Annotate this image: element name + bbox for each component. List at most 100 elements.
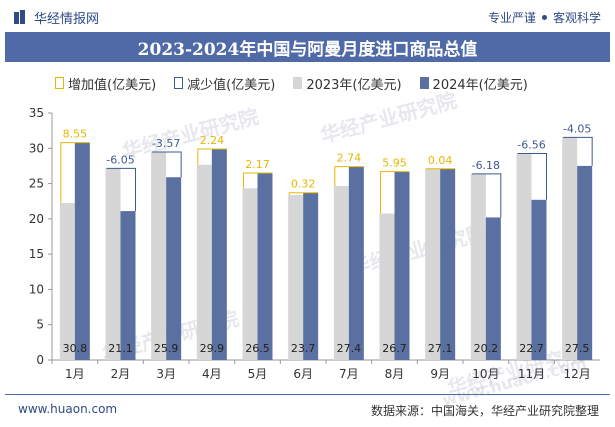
legend-swatch-decrease [174,77,184,89]
x-tick-label: 9月 [430,367,450,381]
x-tick-label: 5月 [248,367,268,381]
value-label-2024: 23.7 [291,342,316,355]
chart-legend: 增加值(亿美元) 减少值(亿美元) 2023年(亿美元) 2024年(亿美元) [55,72,528,94]
bar-2024 [531,199,547,360]
bar-2023 [470,173,486,360]
change-value-label: -6.05 [106,153,134,166]
legend-item-2023: 2023年(亿美元) [293,74,402,93]
change-value-label: -6.56 [517,139,545,152]
increase-bracket [197,148,227,165]
bar-2023 [425,169,441,360]
x-tick-label: 6月 [293,367,313,381]
y-tick-label: 20 [29,212,44,226]
bar-2023 [105,168,121,360]
change-value-label: -6.18 [472,159,500,172]
bar-2024 [257,172,273,360]
footer-divider [5,394,610,395]
bar-2023 [379,213,395,360]
change-value-label: 0.32 [291,178,316,191]
bar-2024 [485,217,501,360]
x-tick-label: 7月 [339,367,359,381]
value-label-2024: 27.4 [337,342,362,355]
change-value-label: 5.95 [382,157,407,170]
bar-2023 [288,195,304,360]
value-label-2024: 27.1 [428,342,453,355]
y-tick-label: 15 [29,247,44,261]
footer-website[interactable]: www.huaon.com [18,402,118,416]
y-tick-label: 30 [29,141,44,155]
legend-swatch-increase [55,77,64,89]
x-tick-label: 12月 [564,367,591,381]
legend-label-2024: 2024年(亿美元) [432,77,528,93]
x-tick-label: 10月 [472,367,499,381]
value-label-2024: 21.1 [108,342,133,355]
legend-swatch-2023 [293,77,303,89]
x-tick-label: 2月 [111,367,131,381]
x-tick-label: 3月 [156,367,176,381]
bar-2024 [394,171,410,360]
x-tick-label: 4月 [202,367,222,381]
bar-2024 [348,166,364,360]
y-tick-label: 25 [29,177,44,191]
legend-label-2023: 2023年(亿美元) [306,77,402,93]
value-label-2024: 29.9 [200,342,225,355]
legend-label-increase: 增加值(亿美元) [68,77,157,93]
decrease-bracket [471,173,502,218]
bar-2024 [120,211,136,360]
change-value-label: -4.05 [563,122,591,135]
change-value-label: 2.17 [245,158,270,171]
footer-source: 数据来源：中国海关，华经产业研究院整理 [370,404,599,418]
x-tick-label: 11月 [518,367,545,381]
bar-2024 [303,192,319,360]
chart-title: 2023-2024年中国与阿曼月度进口商品总值 [137,39,478,60]
increase-bracket [288,192,319,196]
increase-bracket [60,142,90,203]
increase-bracket [380,171,410,214]
value-label-2024: 26.5 [245,342,270,355]
brand-logo-icon [14,9,28,26]
slogan: 专业严谨 客观科学 [488,9,601,26]
top-bar: 华经情报网 专业严谨 客观科学 [0,0,615,32]
bullet-dot-icon [541,15,547,20]
change-value-label: -3.57 [152,137,180,150]
slogan-left: 专业严谨 [487,11,536,25]
chart-title-bar: 2023-2024年中国与阿曼月度进口商品总值 [5,32,610,62]
increase-bracket [334,166,364,186]
change-value-label: 2.74 [337,152,362,165]
x-tick-label: 8月 [385,367,405,381]
bar-2023 [516,153,532,360]
bar-2023 [196,164,212,360]
bar-2024 [440,168,456,360]
decrease-bracket [563,136,593,166]
decrease-bracket [152,151,182,178]
change-value-label: 2.24 [200,134,225,147]
decrease-bracket [517,153,547,200]
slogan-right: 客观科学 [552,11,601,25]
change-value-label: 0.04 [428,154,453,167]
legend-item-2024: 2024年(亿美元) [419,74,528,93]
brand-name: 华经情报网 [34,12,100,27]
bar-2024 [211,148,227,360]
value-label-2024: 26.7 [382,342,407,355]
y-tick-label: 0 [36,353,44,367]
legend-label-decrease: 减少值(亿美元) [187,77,276,93]
bar-2023 [59,202,75,360]
bar-2023 [242,188,258,360]
legend-item-decrease: 减少值(亿美元) [174,74,275,93]
change-value-label: 8.55 [63,128,88,141]
bar-2024 [166,177,182,360]
bar-2024 [74,142,90,360]
x-tick-label: 1月 [65,367,85,381]
legend-swatch-2024 [419,77,429,89]
value-label-2024: 20.2 [474,342,499,355]
bar-2023 [562,137,578,360]
value-label-2024: 22.7 [519,342,544,355]
bar-2023 [151,152,167,360]
y-tick-label: 10 [29,282,44,296]
y-tick-label: 35 [29,106,44,120]
increase-bracket [243,172,273,189]
bar-2024 [577,165,593,360]
value-label-2024: 27.5 [565,342,590,355]
y-tick-label: 5 [36,318,44,332]
